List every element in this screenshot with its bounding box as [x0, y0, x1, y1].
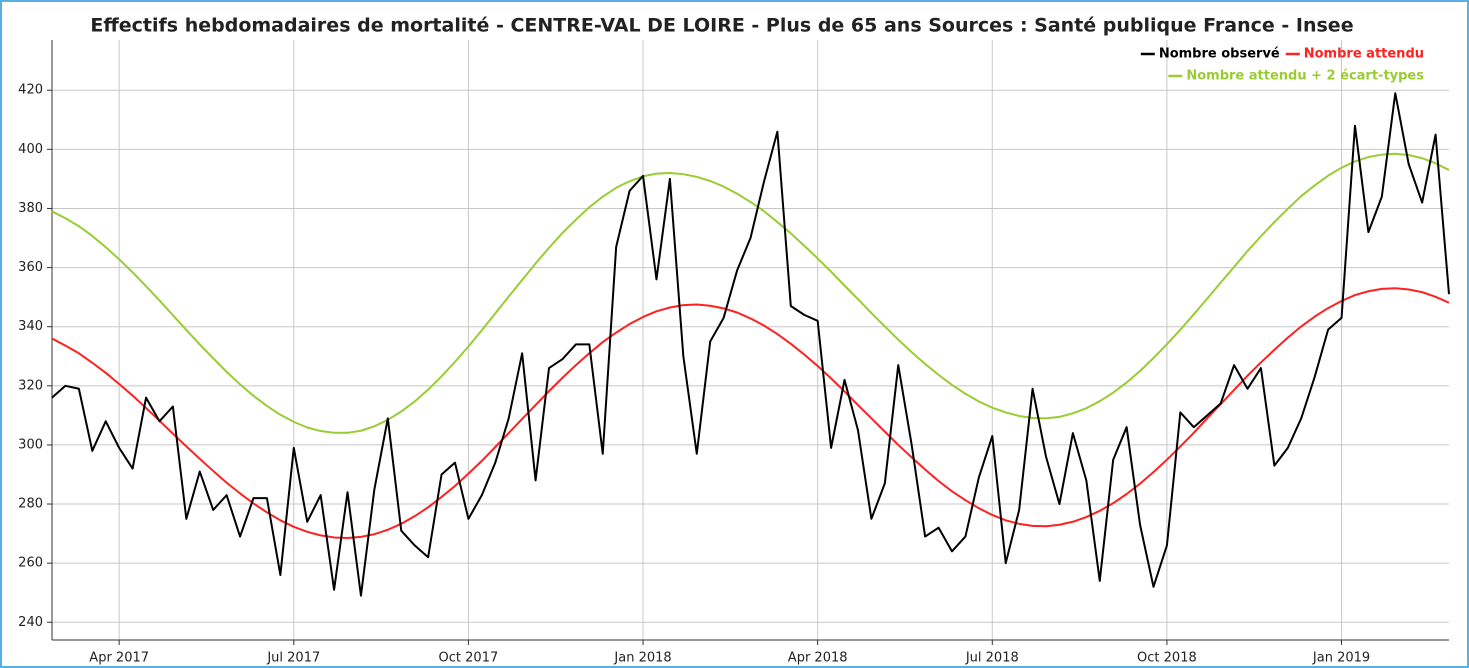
y-tick-label: 320	[18, 378, 43, 393]
y-tick-label: 240	[18, 615, 43, 630]
y-tick-label: 300	[18, 437, 43, 452]
x-tick-label: Apr 2018	[788, 651, 848, 666]
y-tick-label: 400	[18, 142, 43, 157]
legend-label: Nombre attendu	[1304, 47, 1424, 62]
y-tick-label: 280	[18, 497, 43, 512]
y-tick-label: 380	[18, 201, 43, 216]
x-tick-label: Oct 2018	[1137, 651, 1197, 666]
series-line	[51, 152, 1450, 434]
x-tick-label: Oct 2017	[439, 651, 499, 666]
y-tick-label: 340	[18, 319, 43, 334]
chart-title: Effectifs hebdomadaires de mortalité - C…	[90, 15, 1353, 37]
legend-label: Nombre observé	[1159, 47, 1280, 62]
x-tick-label: Jan 2018	[613, 651, 671, 666]
series-line	[51, 92, 1450, 597]
x-tick-label: Jan 2019	[1312, 651, 1370, 666]
legend-label: Nombre attendu + 2 écart-types	[1186, 69, 1424, 84]
y-tick-label: 420	[18, 83, 43, 98]
x-tick-label: Jul 2018	[965, 651, 1019, 666]
y-tick-label: 360	[18, 260, 43, 275]
x-tick-label: Jul 2017	[266, 651, 320, 666]
series-line	[51, 287, 1450, 540]
x-tick-label: Apr 2017	[89, 651, 149, 666]
y-tick-label: 260	[18, 556, 43, 571]
